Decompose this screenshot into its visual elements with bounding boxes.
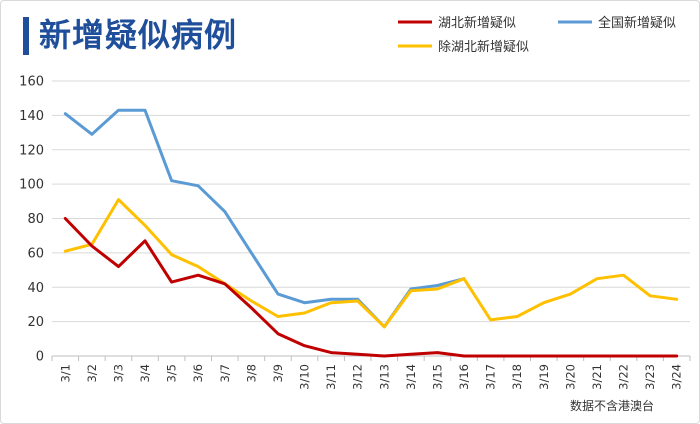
x-tick-label: 3/17	[484, 364, 498, 390]
title-accent-bar	[23, 17, 29, 55]
x-tick-label: 3/13	[377, 364, 391, 390]
x-tick-label: 3/24	[670, 364, 684, 390]
x-tick-label: 3/18	[510, 364, 524, 390]
y-tick-label: 80	[27, 212, 44, 227]
x-tick-label: 3/21	[590, 364, 604, 390]
y-tick-label: 60	[27, 246, 44, 261]
x-tick-label: 3/15	[430, 364, 444, 390]
x-tick-label: 3/16	[457, 364, 471, 390]
y-tick-label: 160	[19, 75, 44, 90]
x-tick-label: 3/7	[218, 364, 232, 383]
x-tick-label: 3/1	[58, 364, 72, 383]
x-tick-label: 3/14	[404, 364, 418, 390]
x-tick-label: 3/6	[191, 364, 205, 383]
x-tick-label: 3/12	[351, 364, 365, 390]
y-tick-label: 20	[27, 315, 44, 330]
x-tick-label: 3/10	[298, 364, 312, 390]
x-tick-label: 3/3	[111, 364, 125, 383]
x-tick-label: 3/4	[138, 364, 152, 383]
x-tick-label: 3/5	[165, 364, 179, 383]
legend-label: 全国新增疑似	[598, 15, 676, 31]
y-tick-label: 40	[27, 281, 44, 296]
series-line	[63, 217, 679, 358]
y-tick-label: 0	[36, 350, 44, 365]
x-tick-label: 3/9	[271, 364, 285, 383]
y-tick-label: 100	[19, 178, 44, 193]
y-tick-label: 140	[19, 109, 44, 124]
legend-label: 湖北新增疑似	[438, 15, 516, 31]
y-tick-label: 120	[19, 143, 44, 158]
series-line	[63, 198, 679, 329]
x-tick-label: 3/19	[537, 364, 551, 390]
x-tick-label: 3/22	[617, 364, 631, 390]
x-tick-label: 3/8	[244, 364, 258, 383]
chart-title: 新增疑似病例	[39, 16, 238, 54]
legend-label: 除湖北新增疑似	[438, 39, 529, 55]
x-tick-label: 3/11	[324, 364, 338, 390]
x-tick-label: 3/2	[85, 364, 99, 383]
data-note: 数据不含港澳台	[570, 398, 654, 413]
x-tick-label: 3/23	[643, 364, 657, 390]
x-tick-label: 3/20	[563, 364, 577, 390]
